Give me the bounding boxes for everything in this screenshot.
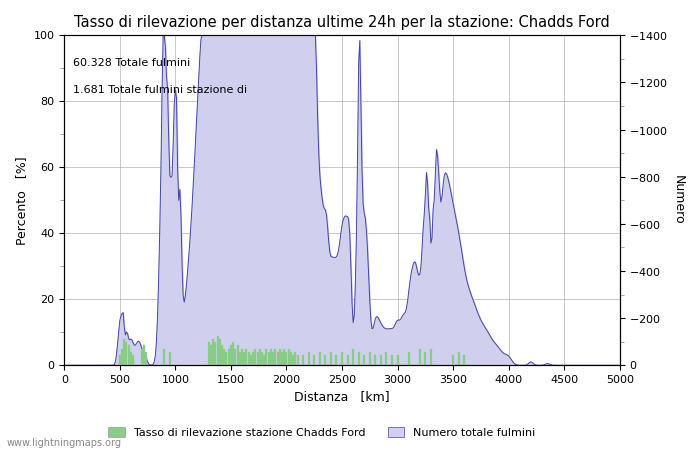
Text: www.lightningmaps.org: www.lightningmaps.org <box>7 438 122 448</box>
Bar <box>257 352 258 365</box>
Bar <box>223 349 225 365</box>
Text: 1.681 Totale fulmini stazione di: 1.681 Totale fulmini stazione di <box>73 85 246 95</box>
Bar <box>407 352 410 365</box>
Bar <box>212 339 214 365</box>
Bar <box>324 356 326 365</box>
Bar <box>237 346 239 365</box>
Bar <box>250 356 252 365</box>
Bar <box>369 352 371 365</box>
Bar <box>216 336 218 365</box>
Bar <box>267 352 270 365</box>
Bar <box>424 352 426 365</box>
Bar <box>302 356 304 365</box>
Bar <box>265 349 267 365</box>
Bar <box>254 349 256 365</box>
Bar <box>458 352 460 365</box>
Bar <box>284 349 285 365</box>
Bar <box>335 356 337 365</box>
Bar <box>228 349 230 365</box>
Bar <box>214 342 216 365</box>
Bar <box>125 342 127 365</box>
Bar <box>380 356 382 365</box>
Bar <box>352 349 354 365</box>
Bar <box>386 352 387 365</box>
Bar <box>259 349 261 365</box>
Bar <box>241 349 243 365</box>
Bar <box>318 352 321 365</box>
Bar <box>297 356 299 365</box>
Legend: Tasso di rilevazione stazione Chadds Ford, Numero totale fulmini: Tasso di rilevazione stazione Chadds For… <box>104 423 540 442</box>
Bar <box>290 352 292 365</box>
Bar <box>219 339 220 365</box>
Bar <box>127 346 130 365</box>
Bar <box>452 356 454 365</box>
Title: Tasso di rilevazione per distanza ultime 24h per la stazione: Chadds Ford: Tasso di rilevazione per distanza ultime… <box>74 15 610 30</box>
Bar <box>230 346 232 365</box>
Bar <box>279 349 281 365</box>
Bar <box>146 352 148 365</box>
Bar <box>430 349 432 365</box>
Y-axis label: Numero: Numero <box>672 176 685 225</box>
Bar <box>261 352 263 365</box>
Bar <box>397 356 398 365</box>
Bar <box>313 356 315 365</box>
Y-axis label: Percento   [%]: Percento [%] <box>15 156 28 245</box>
Bar <box>123 339 125 365</box>
Bar <box>119 356 121 365</box>
Bar <box>276 352 279 365</box>
Bar <box>243 352 245 365</box>
Bar <box>374 356 377 365</box>
Bar <box>274 349 277 365</box>
Bar <box>286 352 288 365</box>
Bar <box>391 356 393 365</box>
Bar <box>288 349 290 365</box>
X-axis label: Distanza   [km]: Distanza [km] <box>294 391 390 404</box>
Bar <box>281 352 283 365</box>
Bar <box>163 349 165 365</box>
Bar <box>221 346 223 365</box>
Bar <box>210 346 212 365</box>
Bar <box>208 342 210 365</box>
Bar <box>463 356 466 365</box>
Bar <box>419 349 421 365</box>
Bar <box>239 352 241 365</box>
Bar <box>263 356 265 365</box>
Bar <box>121 349 123 365</box>
Bar <box>358 352 360 365</box>
Bar <box>225 352 228 365</box>
Bar <box>132 356 134 365</box>
Text: 60.328 Totale fulmini: 60.328 Totale fulmini <box>73 58 190 68</box>
Bar <box>252 352 254 365</box>
Bar <box>295 352 296 365</box>
Bar <box>130 352 132 365</box>
Bar <box>270 349 272 365</box>
Bar <box>141 349 143 365</box>
Bar <box>246 349 248 365</box>
Bar <box>330 352 332 365</box>
Bar <box>169 352 171 365</box>
Bar <box>144 346 146 365</box>
Bar <box>308 352 309 365</box>
Bar <box>341 352 343 365</box>
Bar <box>248 352 250 365</box>
Bar <box>272 352 274 365</box>
Bar <box>234 349 237 365</box>
Bar <box>363 356 365 365</box>
Bar <box>292 356 294 365</box>
Bar <box>232 342 234 365</box>
Bar <box>346 356 349 365</box>
